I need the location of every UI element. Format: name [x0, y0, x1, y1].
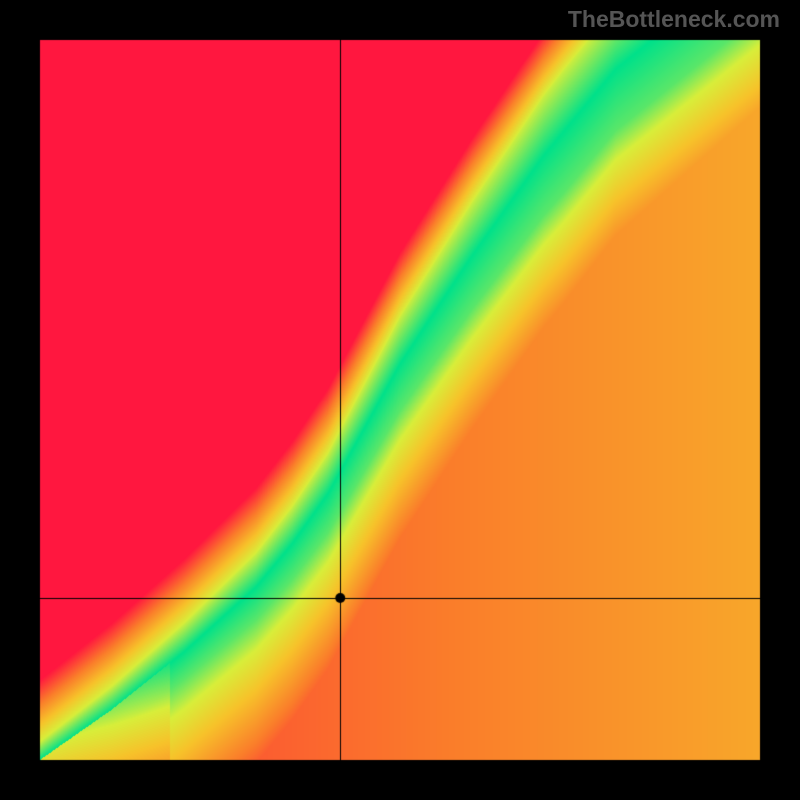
watermark-text: TheBottleneck.com: [568, 6, 780, 33]
chart-container: TheBottleneck.com: [0, 0, 800, 800]
heatmap-canvas: [0, 0, 800, 800]
